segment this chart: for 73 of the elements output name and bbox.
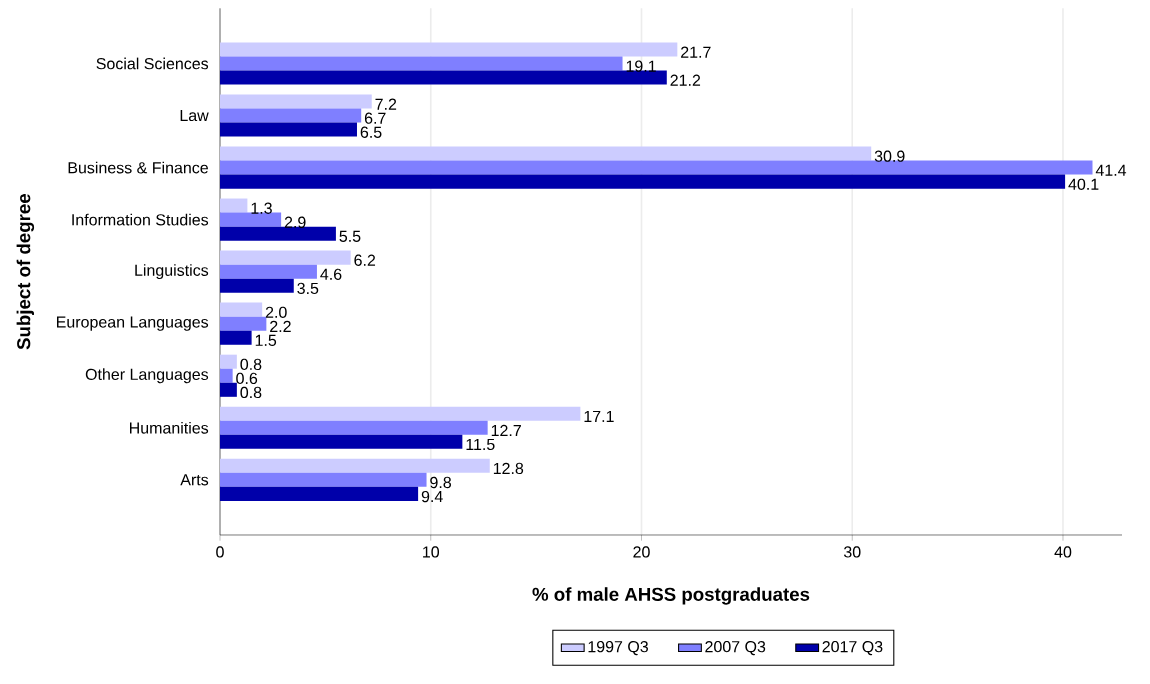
data-label: 0.8 <box>240 358 262 370</box>
bar <box>220 486 419 501</box>
data-label: 6.2 <box>354 254 376 266</box>
data-label: 4.6 <box>320 268 342 280</box>
data-label: 3.5 <box>297 282 319 295</box>
data-label: 2.2 <box>270 320 291 332</box>
x-tick-label: 20 <box>633 546 650 558</box>
bar <box>220 458 490 473</box>
bar <box>220 160 1093 175</box>
bar <box>220 316 267 331</box>
data-label: 40.1 <box>1068 178 1099 190</box>
data-label: 1.3 <box>251 202 272 214</box>
data-label: 6.7 <box>364 112 386 124</box>
y-axis-title: Subject of degree <box>16 193 35 350</box>
data-label: 9.8 <box>430 476 452 489</box>
y-tick-label: Information Studies <box>72 213 209 226</box>
data-label: 0.6 <box>236 372 258 385</box>
data-label: 6.5 <box>360 126 382 138</box>
bar <box>220 434 463 449</box>
bar <box>220 368 233 383</box>
data-label: 2.0 <box>265 306 287 318</box>
bar <box>220 354 237 369</box>
data-label: 9.4 <box>421 490 443 503</box>
bar <box>220 278 294 293</box>
x-tick-label: 40 <box>1054 546 1072 558</box>
data-label: 11.5 <box>466 438 495 451</box>
bar <box>220 122 357 137</box>
data-label: 30.9 <box>874 150 905 162</box>
data-label: 1.5 <box>255 334 277 346</box>
data-label: 5.5 <box>339 230 361 242</box>
legend-label: 1997 Q3 <box>588 640 648 656</box>
data-label: 41.4 <box>1095 164 1127 176</box>
y-tick-label: Business & Finance <box>68 161 208 174</box>
bar <box>220 420 488 435</box>
bar <box>220 212 282 227</box>
bar <box>220 302 263 317</box>
data-label: 7.2 <box>375 98 397 110</box>
bar <box>220 198 248 213</box>
data-label: 12.7 <box>491 424 521 437</box>
bar <box>220 264 317 279</box>
bar <box>220 382 237 397</box>
x-tick-label: 30 <box>843 546 861 558</box>
data-label: 19.1 <box>626 60 656 72</box>
x-axis-title: % of male AHSS postgraduates <box>532 587 810 605</box>
bar <box>220 94 372 109</box>
bar <box>220 472 427 487</box>
y-tick-label: Law <box>180 109 209 122</box>
y-tick-label: European Languages <box>57 316 209 331</box>
y-tick-label: Arts <box>180 474 209 486</box>
bar <box>220 42 678 57</box>
bar <box>220 146 872 161</box>
y-tick-label: Social Sciences <box>96 57 209 70</box>
y-tick-label: Linguistics <box>135 264 209 280</box>
legend-label: 2017 Q3 <box>822 640 883 656</box>
data-label: 21.2 <box>670 74 701 86</box>
bar <box>220 406 581 421</box>
bar <box>220 108 362 123</box>
bar <box>220 250 351 265</box>
x-tick-label: 10 <box>423 546 440 558</box>
bar <box>220 226 336 241</box>
y-tick-label: Other Languages <box>85 368 209 384</box>
data-label: 2.9 <box>284 216 306 228</box>
data-label: 12.8 <box>493 462 524 475</box>
data-label: 21.7 <box>681 46 711 58</box>
legend-label: 2007 Q3 <box>705 640 766 656</box>
bar <box>220 330 252 345</box>
x-tick-label: 0 <box>216 546 224 558</box>
bar <box>220 70 667 85</box>
data-label: 17.1 <box>584 410 614 422</box>
data-label: 0.8 <box>240 386 262 399</box>
y-tick-label: Humanities <box>130 421 209 434</box>
bar <box>220 56 623 71</box>
bar <box>220 174 1066 189</box>
